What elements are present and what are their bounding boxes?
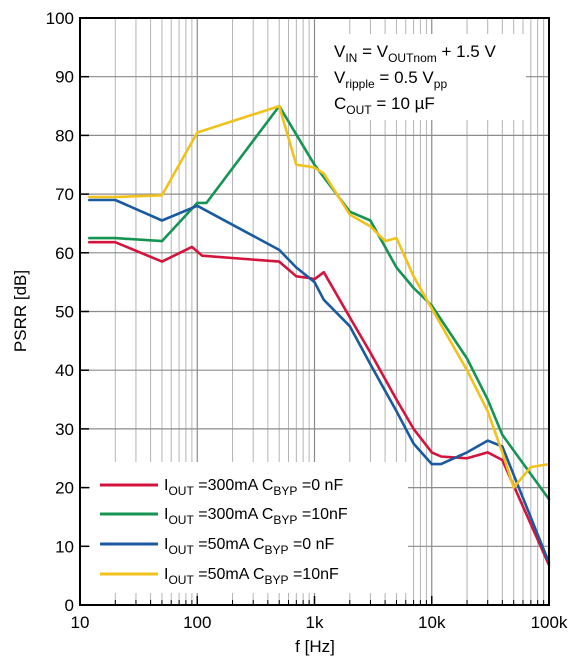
legend-item-1: IOUT =300mA CBYP =0 nF xyxy=(100,477,343,498)
x-tick-label: 1k xyxy=(306,613,324,632)
legend: IOUT =300mA CBYP =0 nF IOUT =300mA CBYP … xyxy=(90,462,408,593)
series-line-4 xyxy=(88,104,551,489)
y-tick-label: 0 xyxy=(65,596,74,615)
y-tick-label: 70 xyxy=(55,185,74,204)
series-line-2 xyxy=(88,104,551,501)
x-axis-title: f [Hz] xyxy=(295,637,335,656)
annotation-line-vripple: Vripple = 0.5 Vpp xyxy=(334,68,447,91)
legend-label-4: IOUT =50mA CBYP =10nF xyxy=(164,566,339,587)
y-tick-label: 30 xyxy=(55,420,74,439)
y-tick-label: 40 xyxy=(55,361,74,380)
legend-item-4: IOUT =50mA CBYP =10nF xyxy=(100,566,339,587)
legend-label-1: IOUT =300mA CBYP =0 nF xyxy=(164,477,343,498)
y-tick-label: 10 xyxy=(55,537,74,556)
conditions-annotation: VIN = VOUTnom + 1.5 V Vripple = 0.5 Vpp … xyxy=(318,34,526,120)
legend-label-3: IOUT =50mA CBYP =0 nF xyxy=(164,536,335,557)
y-tick-label: 20 xyxy=(55,479,74,498)
y-tick-labels: 0 10 20 30 40 50 60 70 80 90 100 xyxy=(46,9,74,615)
annotation-background xyxy=(318,34,526,120)
y-tick-label: 50 xyxy=(55,303,74,322)
x-tick-label: 10 xyxy=(71,613,90,632)
x-tick-label: 100 xyxy=(183,613,211,632)
x-tick-label: 10k xyxy=(418,613,446,632)
x-tick-label: 100k xyxy=(531,613,568,632)
tick-marks xyxy=(79,17,550,606)
y-axis-title: PSRR [dB] xyxy=(11,270,30,352)
series-layer xyxy=(88,104,551,567)
y-tick-label: 60 xyxy=(55,244,74,263)
y-tick-label: 80 xyxy=(55,126,74,145)
legend-label-2: IOUT =300mA CBYP =10nF xyxy=(164,506,348,527)
annotation-line-vin: VIN = VOUTnom + 1.5 V xyxy=(334,42,496,65)
legend-item-2: IOUT =300mA CBYP =10nF xyxy=(100,506,348,527)
y-tick-label: 90 xyxy=(55,68,74,87)
series-line-3 xyxy=(88,198,551,565)
annotation-line-cout: COUT = 10 µF xyxy=(334,94,435,117)
y-tick-label: 100 xyxy=(46,9,74,28)
x-tick-labels: 10 100 1k 10k 100k xyxy=(71,613,568,632)
series-line-1 xyxy=(88,240,551,567)
legend-item-3: IOUT =50mA CBYP =0 nF xyxy=(100,536,335,557)
